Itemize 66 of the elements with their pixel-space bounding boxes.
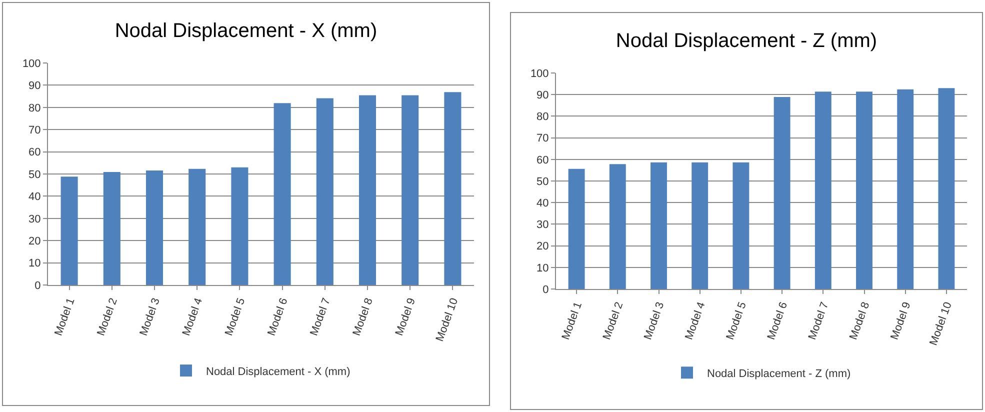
bar bbox=[402, 95, 419, 285]
bar bbox=[274, 103, 291, 285]
y-tick-label: 10 bbox=[28, 258, 41, 270]
legend-label: Nodal Displacement - X (mm) bbox=[206, 366, 350, 378]
x-tick-label: Model 8 bbox=[848, 300, 872, 342]
y-tick-label: 90 bbox=[536, 89, 549, 102]
bar bbox=[231, 167, 248, 285]
y-tick-label: 40 bbox=[536, 197, 549, 210]
x-tick-label: Model 2 bbox=[600, 300, 626, 342]
x-tick-label: Model 1 bbox=[52, 296, 78, 338]
y-tick-label: 50 bbox=[536, 176, 549, 188]
x-tick-label: Model 4 bbox=[180, 296, 206, 338]
x-tick-label: Model 5 bbox=[223, 296, 248, 338]
y-tick-label: 10 bbox=[536, 262, 549, 274]
y-tick-label: 60 bbox=[536, 154, 549, 166]
bar bbox=[897, 89, 914, 289]
x-tick-label: Model 4 bbox=[683, 300, 708, 342]
x-tick-label: Model 8 bbox=[350, 296, 376, 338]
x-tick-label: Model 2 bbox=[95, 296, 120, 338]
y-tick-label: 60 bbox=[28, 146, 41, 159]
y-tick-label: 40 bbox=[28, 191, 41, 204]
bar bbox=[60, 176, 78, 285]
y-tick-label: 90 bbox=[28, 80, 41, 92]
bar bbox=[188, 168, 206, 285]
bar bbox=[316, 98, 334, 285]
y-tick-label: 70 bbox=[28, 124, 41, 136]
y-tick-label: 80 bbox=[28, 102, 41, 114]
bar bbox=[856, 92, 872, 289]
y-tick-label: 80 bbox=[536, 111, 549, 124]
legend-label: Nodal Displacement - Z (mm) bbox=[707, 368, 851, 380]
bar bbox=[609, 164, 626, 289]
y-tick-label: 50 bbox=[28, 168, 41, 181]
x-tick-label: Model 10 bbox=[928, 300, 954, 348]
x-tick-label: Model 9 bbox=[393, 296, 418, 338]
x-tick-label: Model 10 bbox=[434, 296, 461, 344]
y-tick-label: 0 bbox=[34, 280, 41, 292]
bar bbox=[814, 92, 832, 289]
y-tick-label: 30 bbox=[28, 213, 41, 226]
bar bbox=[103, 172, 120, 285]
y-tick-label: 20 bbox=[28, 235, 41, 248]
x-tick-label: Model 9 bbox=[888, 300, 914, 342]
x-tick-label: Model 3 bbox=[642, 300, 667, 342]
x-tick-label: Model 5 bbox=[724, 300, 749, 342]
bar bbox=[938, 88, 955, 289]
bar bbox=[444, 92, 462, 285]
bar bbox=[692, 162, 708, 289]
bar bbox=[650, 162, 667, 289]
chart-title: Nodal Displacement - Z (mm) bbox=[616, 30, 878, 52]
y-tick-label: 100 bbox=[530, 68, 549, 80]
y-tick-label: 100 bbox=[22, 58, 41, 70]
y-tick-label: 30 bbox=[536, 219, 549, 232]
x-tick-label: Model 7 bbox=[308, 296, 333, 338]
y-tick-label: 20 bbox=[536, 240, 549, 253]
x-tick-label: Model 6 bbox=[266, 296, 290, 338]
x-tick-label: Model 7 bbox=[806, 300, 832, 342]
bar bbox=[774, 96, 790, 289]
x-tick-label: Model 1 bbox=[560, 300, 585, 342]
y-tick-label: 0 bbox=[542, 284, 549, 296]
bar bbox=[358, 95, 376, 285]
chart-title: Nodal Displacement - X (mm) bbox=[114, 20, 378, 42]
x-tick-label: Model 6 bbox=[765, 300, 790, 342]
bar bbox=[732, 162, 750, 289]
bar bbox=[568, 168, 585, 289]
bar bbox=[146, 170, 164, 285]
y-tick-label: 70 bbox=[536, 132, 549, 145]
x-tick-label: Model 3 bbox=[138, 296, 162, 338]
